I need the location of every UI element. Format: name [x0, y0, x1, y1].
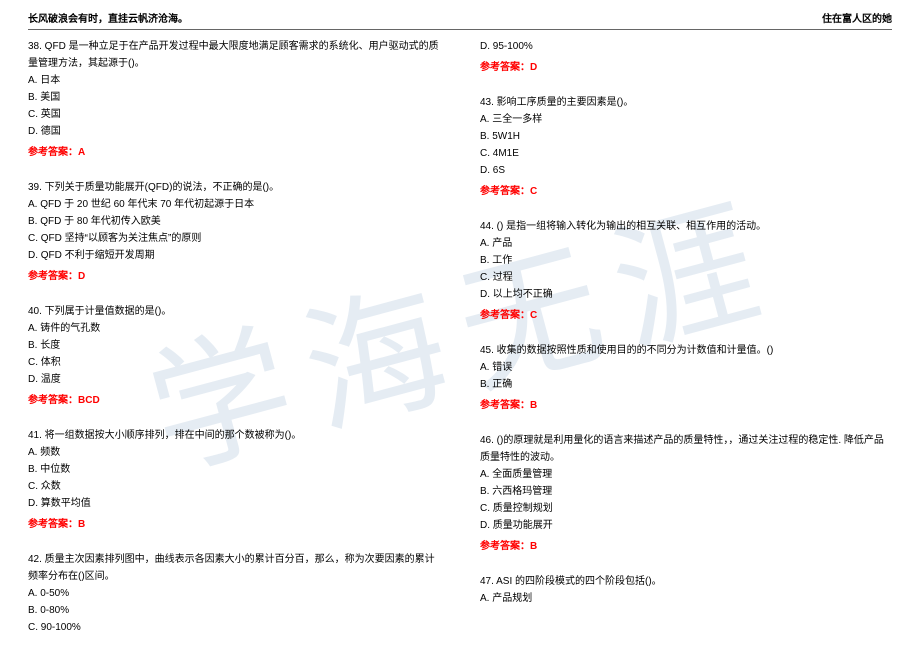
question-block: 38. QFD 是一种立足于在产品开发过程中最大限度地满足顾客需求的系统化、用户… — [28, 38, 440, 161]
question-stem: 45. 收集的数据按照性质和使用目的的不同分为计数值和计量值。() — [480, 342, 892, 359]
header-left: 长风破浪会有时，直挂云帆济沧海。 — [28, 10, 188, 25]
question-stem: 41. 将一组数据按大小顺序排列，排在中间的那个数被称为()。 — [28, 427, 440, 444]
question-block: 46. ()的原理就是利用量化的语言来描述产品的质量特性，，通过关注过程的稳定性… — [480, 432, 892, 555]
question-option: C. QFD 坚持“以顾客为关注焦点”的原则 — [28, 230, 440, 247]
question-option: B. 长度 — [28, 337, 440, 354]
question-option: D. QFD 不利于缩短开发周期 — [28, 247, 440, 264]
question-option: B. 正确 — [480, 376, 892, 393]
answer-label: 参考答案：C — [480, 183, 892, 200]
question-option: D. 德国 — [28, 123, 440, 140]
left-column: 38. QFD 是一种立足于在产品开发过程中最大限度地满足顾客需求的系统化、用户… — [28, 38, 440, 654]
question-option: C. 英国 — [28, 106, 440, 123]
question-stem: 43. 影响工序质量的主要因素是()。 — [480, 94, 892, 111]
question-block: 44. () 是指一组将输入转化为输出的相互关联、相互作用的活动。 A. 产品 … — [480, 218, 892, 324]
question-option: B. 5W1H — [480, 128, 892, 145]
question-stem: 42. 质量主次因素排列图中，曲线表示各因素大小的累计百分百，那么，称为次要因素… — [28, 551, 440, 585]
question-option: A. QFD 于 20 世纪 60 年代末 70 年代初起源于日本 — [28, 196, 440, 213]
question-option: B. 中位数 — [28, 461, 440, 478]
answer-label: 参考答案：BCD — [28, 392, 440, 409]
question-option: A. 铸件的气孔数 — [28, 320, 440, 337]
answer-label: 参考答案：D — [480, 59, 892, 76]
question-stem: 38. QFD 是一种立足于在产品开发过程中最大限度地满足顾客需求的系统化、用户… — [28, 38, 440, 72]
right-column: D. 95-100% 参考答案：D 43. 影响工序质量的主要因素是()。 A.… — [480, 38, 892, 654]
header-right: 住在富人区的她 — [822, 10, 892, 25]
answer-label: 参考答案：B — [480, 538, 892, 555]
question-block: 39. 下列关于质量功能展开(QFD)的说法，不正确的是()。 A. QFD 于… — [28, 179, 440, 285]
question-block: 41. 将一组数据按大小顺序排列，排在中间的那个数被称为()。 A. 频数 B.… — [28, 427, 440, 533]
question-block: 43. 影响工序质量的主要因素是()。 A. 三全一多样 B. 5W1H C. … — [480, 94, 892, 200]
question-option: A. 日本 — [28, 72, 440, 89]
question-option: C. 90-100% — [28, 619, 440, 636]
question-option: B. 六西格玛管理 — [480, 483, 892, 500]
question-stem: 46. ()的原理就是利用量化的语言来描述产品的质量特性，，通过关注过程的稳定性… — [480, 432, 892, 466]
question-block: 42. 质量主次因素排列图中，曲线表示各因素大小的累计百分百，那么，称为次要因素… — [28, 551, 440, 636]
content-columns: 38. QFD 是一种立足于在产品开发过程中最大限度地满足顾客需求的系统化、用户… — [28, 38, 892, 654]
question-option: D. 算数平均值 — [28, 495, 440, 512]
question-option: A. 0-50% — [28, 585, 440, 602]
question-option: B. QFD 于 80 年代初传入欧美 — [28, 213, 440, 230]
page-container: 长风破浪会有时，直挂云帆济沧海。 住在富人区的她 38. QFD 是一种立足于在… — [0, 0, 920, 664]
question-option: D. 6S — [480, 162, 892, 179]
question-option: A. 频数 — [28, 444, 440, 461]
answer-label: 参考答案：A — [28, 144, 440, 161]
question-option: B. 工作 — [480, 252, 892, 269]
question-block: 45. 收集的数据按照性质和使用目的的不同分为计数值和计量值。() A. 错误 … — [480, 342, 892, 414]
answer-label: 参考答案：C — [480, 307, 892, 324]
answer-label: 参考答案：B — [28, 516, 440, 533]
question-stem: 44. () 是指一组将输入转化为输出的相互关联、相互作用的活动。 — [480, 218, 892, 235]
question-block: 40. 下列属于计量值数据的是()。 A. 铸件的气孔数 B. 长度 C. 体积… — [28, 303, 440, 409]
answer-label: 参考答案：D — [28, 268, 440, 285]
question-block: 47. ASI 的四阶段模式的四个阶段包括()。 A. 产品规划 — [480, 573, 892, 607]
question-option: B. 美国 — [28, 89, 440, 106]
question-option: A. 三全一多样 — [480, 111, 892, 128]
question-option: D. 温度 — [28, 371, 440, 388]
question-option: D. 95-100% — [480, 38, 892, 55]
question-option: A. 错误 — [480, 359, 892, 376]
page-header: 长风破浪会有时，直挂云帆济沧海。 住在富人区的她 — [28, 10, 892, 30]
question-option: C. 4M1E — [480, 145, 892, 162]
question-option: A. 全面质量管理 — [480, 466, 892, 483]
question-block: D. 95-100% 参考答案：D — [480, 38, 892, 76]
question-option: A. 产品 — [480, 235, 892, 252]
question-option: C. 体积 — [28, 354, 440, 371]
question-option: D. 以上均不正确 — [480, 286, 892, 303]
question-stem: 40. 下列属于计量值数据的是()。 — [28, 303, 440, 320]
question-option: C. 众数 — [28, 478, 440, 495]
question-option: D. 质量功能展开 — [480, 517, 892, 534]
question-option: A. 产品规划 — [480, 590, 892, 607]
answer-label: 参考答案：B — [480, 397, 892, 414]
question-option: B. 0-80% — [28, 602, 440, 619]
question-option: C. 质量控制规划 — [480, 500, 892, 517]
question-stem: 39. 下列关于质量功能展开(QFD)的说法，不正确的是()。 — [28, 179, 440, 196]
question-stem: 47. ASI 的四阶段模式的四个阶段包括()。 — [480, 573, 892, 590]
question-option: C. 过程 — [480, 269, 892, 286]
